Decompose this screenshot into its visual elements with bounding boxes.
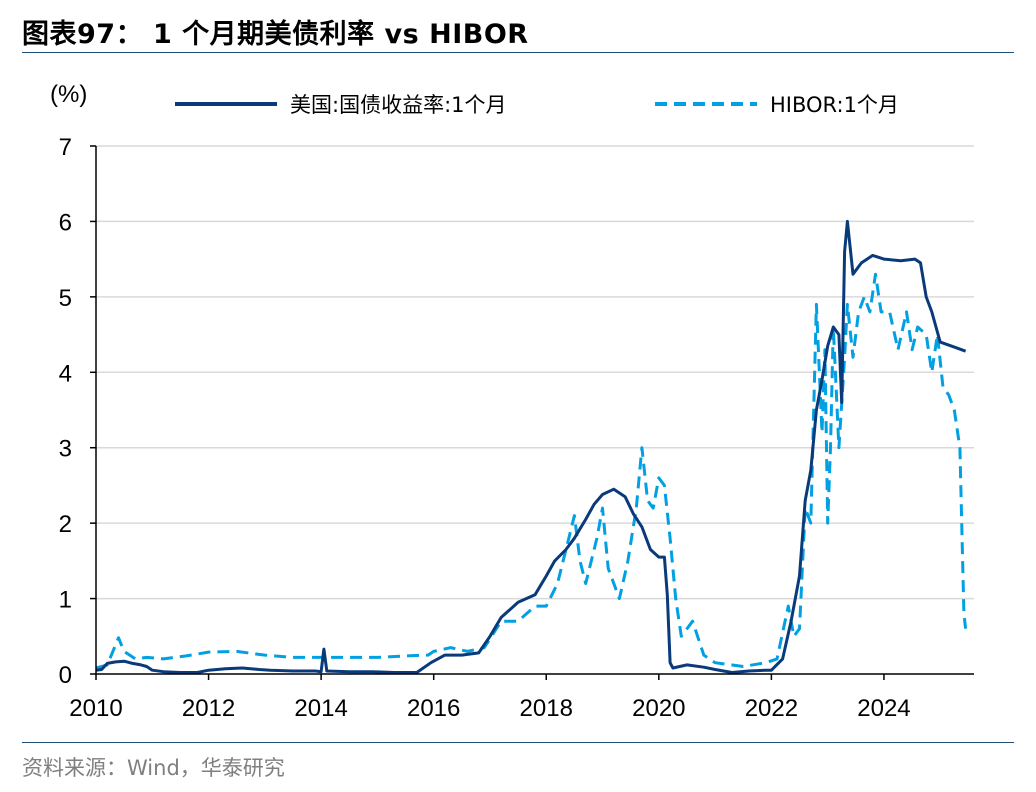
- x-tick-label: 2014: [294, 695, 347, 722]
- y-tick-label: 4: [59, 360, 72, 387]
- series-layer: [95, 219, 968, 674]
- x-tick-label: 2020: [632, 695, 685, 722]
- y-unit-label: (%): [50, 81, 87, 108]
- y-tick-label: 5: [59, 285, 72, 312]
- legend-label-0: 美国:国债收益率:1个月: [290, 93, 507, 117]
- x-tick-label: 2024: [857, 695, 910, 722]
- figure-title: 图表97： 1 个月期美债利率 vs HIBOR: [22, 19, 529, 50]
- series-line-0: [95, 219, 967, 674]
- title-rule: [22, 52, 1014, 53]
- x-tick-label: 2022: [745, 695, 798, 722]
- y-tick-label: 2: [59, 511, 72, 538]
- line-chart: 0 1 2 3 4 5 6 7 2010 2012 2014 2016 2018 2020 2022 2024…: [50, 81, 974, 722]
- legend-label-1: HIBOR:1个月: [770, 93, 899, 117]
- y-tick-label: 3: [59, 436, 72, 463]
- axes: 0 1 2 3 4 5 6 7 2010 2012 2014 2016 2018 2020 2022 2024: [59, 134, 974, 722]
- y-tick-label: 7: [59, 134, 72, 161]
- y-tick-label: 6: [59, 209, 72, 236]
- y-tick-label: 1: [59, 587, 72, 614]
- legend: 美国:国债收益率:1个月 HIBOR:1个月: [175, 93, 899, 117]
- y-tick-label: 0: [59, 662, 72, 689]
- x-tick-label: 2018: [520, 695, 573, 722]
- x-tick-label: 2012: [182, 695, 235, 722]
- series-line-1: [95, 272, 968, 670]
- source-note: 资料来源：Wind，华泰研究: [22, 756, 285, 780]
- footer-rule: [22, 742, 1014, 743]
- x-tick-label: 2016: [407, 695, 460, 722]
- x-tick-label: 2010: [69, 695, 122, 722]
